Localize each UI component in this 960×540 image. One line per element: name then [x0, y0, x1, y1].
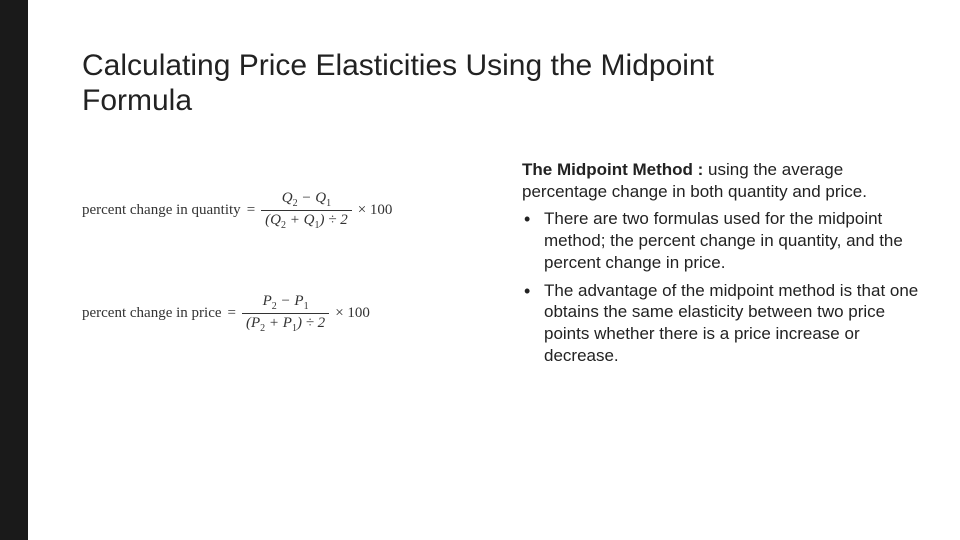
- text-column: The Midpoint Method : using the average …: [522, 159, 920, 373]
- formula-quantity: percent change in quantity = Q2 − Q1 (Q2…: [82, 189, 502, 232]
- slide-title: Calculating Price Elasticities Using the…: [82, 48, 802, 119]
- formula-price-denominator: (P2 + P1) ÷ 2: [242, 314, 329, 335]
- times-100: × 100: [335, 305, 370, 322]
- intro-bold: The Midpoint Method :: [522, 160, 703, 179]
- intro-paragraph: The Midpoint Method : using the average …: [522, 159, 920, 203]
- formula-quantity-numerator: Q2 − Q1: [278, 189, 335, 210]
- body-row: percent change in quantity = Q2 − Q1 (Q2…: [82, 159, 920, 373]
- formulas-column: percent change in quantity = Q2 − Q1 (Q2…: [82, 159, 502, 373]
- formula-price-lhs: percent change in price: [82, 305, 222, 322]
- slide-content: Calculating Price Elasticities Using the…: [28, 0, 960, 540]
- left-accent-bar: [0, 0, 28, 540]
- formula-price: percent change in price = P2 − P1 (P2 + …: [82, 292, 502, 335]
- bullet-item: The advantage of the midpoint method is …: [522, 280, 920, 367]
- equals-sign: =: [247, 202, 255, 219]
- equals-sign: =: [228, 305, 236, 322]
- formula-quantity-denominator: (Q2 + Q1) ÷ 2: [261, 211, 352, 232]
- formula-price-numerator: P2 − P1: [259, 292, 313, 313]
- times-100: × 100: [358, 202, 393, 219]
- formula-quantity-lhs: percent change in quantity: [82, 202, 241, 219]
- formula-price-fraction: P2 − P1 (P2 + P1) ÷ 2: [242, 292, 329, 335]
- bullet-item: There are two formulas used for the midp…: [522, 208, 920, 273]
- formula-quantity-fraction: Q2 − Q1 (Q2 + Q1) ÷ 2: [261, 189, 352, 232]
- bullet-list: There are two formulas used for the midp…: [522, 208, 920, 366]
